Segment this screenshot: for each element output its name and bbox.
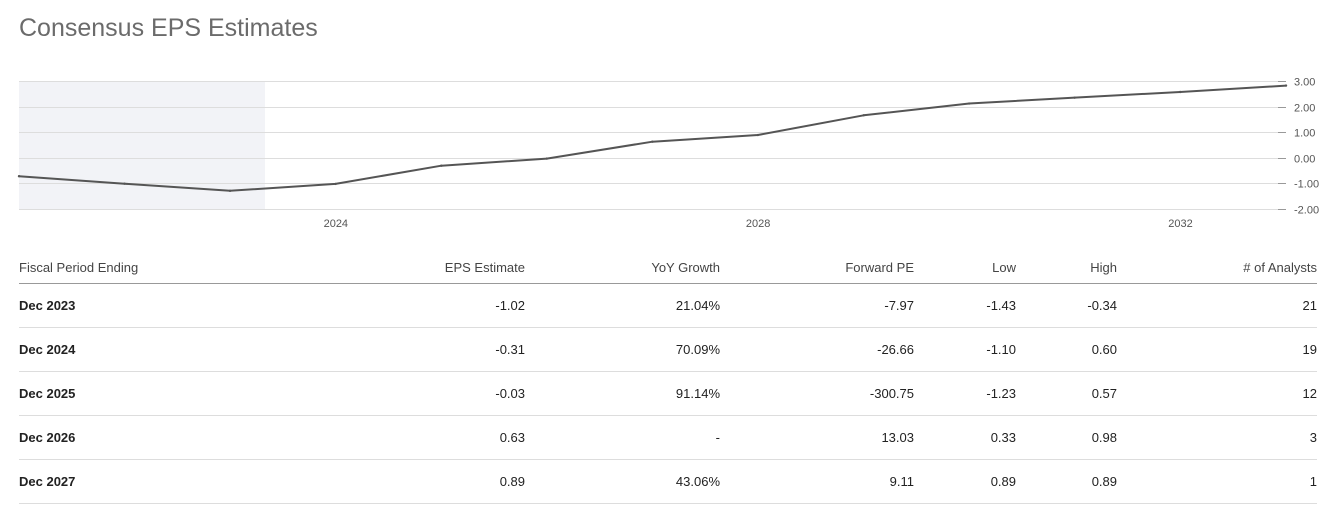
cell-analysts: 1 <box>1117 459 1317 504</box>
historical-shaded-region <box>19 81 265 209</box>
eps-data-point <box>1073 96 1076 99</box>
cell-eps: 0.89 <box>318 459 525 504</box>
header-fiscal-period[interactable]: Fiscal Period Ending <box>19 252 318 284</box>
eps-data-point <box>440 164 443 167</box>
cell-period: Dec 2025 <box>19 371 318 416</box>
eps-data-point <box>334 182 337 186</box>
cell-analysts: 21 <box>1117 283 1317 328</box>
cell-period: Dec 2024 <box>19 327 318 372</box>
cell-high: -0.34 <box>1016 283 1117 328</box>
cell-pe: -26.66 <box>720 327 914 372</box>
cell-pe: 9.11 <box>720 459 914 504</box>
header-forward-pe[interactable]: Forward PE <box>720 252 914 284</box>
eps-data-point <box>228 189 232 193</box>
eps-data-point <box>1178 90 1182 94</box>
eps-estimates-table: Fiscal Period Ending EPS Estimate YoY Gr… <box>19 252 1317 504</box>
cell-low: -1.43 <box>914 283 1016 328</box>
header-yoy-growth[interactable]: YoY Growth <box>525 252 720 284</box>
x-tick-label: 2032 <box>1168 218 1192 230</box>
table-row: Dec 2026 0.63 - 13.03 0.33 0.98 3 <box>19 415 1317 460</box>
cell-low: 0.89 <box>914 459 1016 504</box>
cell-analysts: 12 <box>1117 371 1317 416</box>
cell-analysts: 19 <box>1117 327 1317 372</box>
table-row: Dec 2025 -0.03 91.14% -300.75 -1.23 0.57… <box>19 371 1317 416</box>
header-eps-estimate[interactable]: EPS Estimate <box>318 252 525 284</box>
cell-yoy: 43.06% <box>525 459 720 504</box>
y-tick-label: 0.00 <box>1294 154 1315 166</box>
cell-low: -1.10 <box>914 327 1016 372</box>
table-row: Dec 2023 -1.02 21.04% -7.97 -1.43 -0.34 … <box>19 283 1317 328</box>
table-header-row: Fiscal Period Ending EPS Estimate YoY Gr… <box>19 252 1317 284</box>
cell-high: 0.98 <box>1016 415 1117 460</box>
cell-eps: -0.31 <box>318 327 525 372</box>
y-tick-label: 1.00 <box>1294 128 1315 140</box>
page-title: Consensus EPS Estimates <box>19 14 318 42</box>
y-tick-label: 2.00 <box>1294 103 1315 115</box>
cell-high: 0.89 <box>1016 459 1117 504</box>
header-high[interactable]: High <box>1016 252 1117 284</box>
y-tick-label: 3.00 <box>1294 77 1315 89</box>
cell-period: Dec 2026 <box>19 415 318 460</box>
table-row: Dec 2027 0.89 43.06% 9.11 0.89 0.89 1 <box>19 459 1317 504</box>
cell-period: Dec 2027 <box>19 459 318 504</box>
header-analysts[interactable]: # of Analysts <box>1117 252 1317 284</box>
eps-data-point <box>756 133 760 137</box>
cell-eps: -1.02 <box>318 283 525 328</box>
cell-pe: -7.97 <box>720 283 914 328</box>
cell-yoy: - <box>525 415 720 460</box>
cell-analysts: 3 <box>1117 415 1317 460</box>
cell-low: 0.33 <box>914 415 1016 460</box>
cell-yoy: 70.09% <box>525 327 720 372</box>
cell-high: 0.60 <box>1016 327 1117 372</box>
header-low[interactable]: Low <box>914 252 1016 284</box>
x-tick-label: 2024 <box>324 218 348 230</box>
y-tick-label: -1.00 <box>1294 179 1319 191</box>
cell-period: Dec 2023 <box>19 283 318 328</box>
cell-eps: -0.03 <box>318 371 525 416</box>
eps-data-point <box>545 157 549 160</box>
cell-high: 0.57 <box>1016 371 1117 416</box>
eps-data-point <box>651 140 654 143</box>
cell-yoy: 91.14% <box>525 371 720 416</box>
eps-data-point <box>967 102 971 105</box>
eps-data-point <box>1284 84 1288 87</box>
eps-data-point <box>123 182 126 185</box>
eps-data-point <box>862 114 865 117</box>
cell-yoy: 21.04% <box>525 283 720 328</box>
y-tick-label: -2.00 <box>1294 205 1319 217</box>
cell-low: -1.23 <box>914 371 1016 416</box>
table-row: Dec 2024 -0.31 70.09% -26.66 -1.10 0.60 … <box>19 327 1317 372</box>
cell-eps: 0.63 <box>318 415 525 460</box>
x-tick-label: 2028 <box>746 218 770 230</box>
cell-pe: -300.75 <box>720 371 914 416</box>
eps-data-point <box>17 175 21 178</box>
cell-pe: 13.03 <box>720 415 914 460</box>
eps-line-chart: 3.00 2.00 1.00 0.00 -1.00 -2.00 2024 2028 2032 <box>17 77 1319 230</box>
